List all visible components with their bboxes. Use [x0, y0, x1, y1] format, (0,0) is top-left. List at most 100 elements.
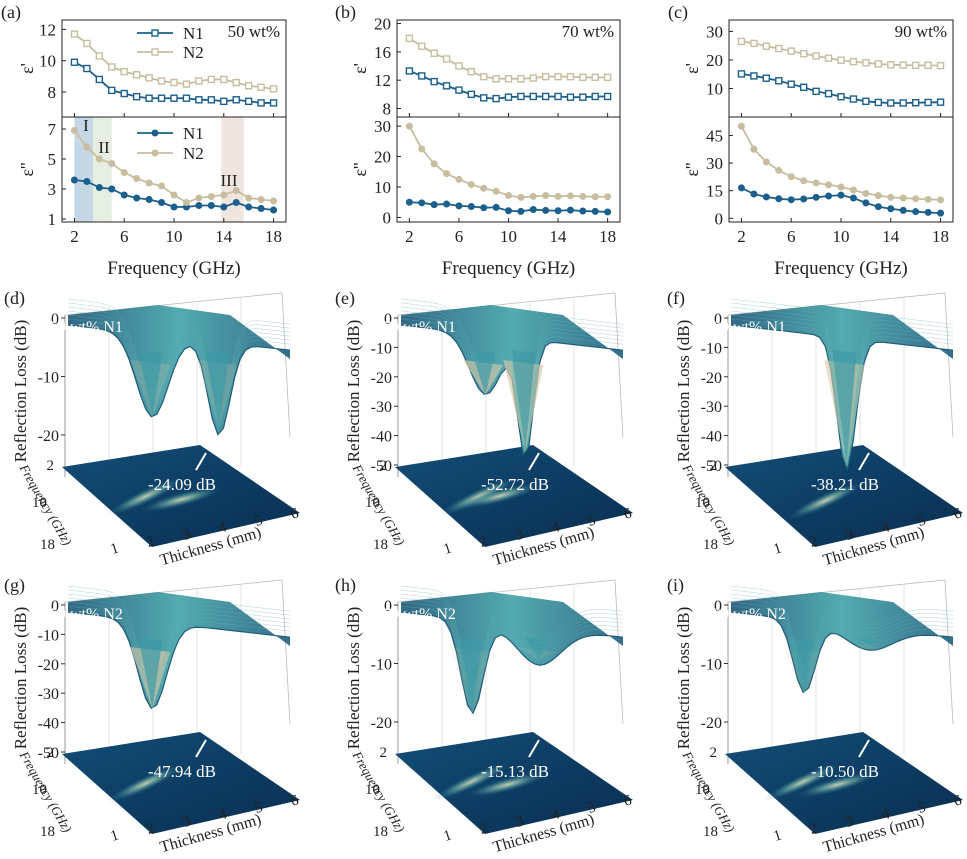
surface-mesh-line — [67, 318, 291, 430]
surface-mesh-line — [400, 605, 624, 708]
rl-surface-front-edge — [730, 611, 954, 694]
min-rl-label: -10.50 dB — [811, 762, 879, 781]
x-tick-label: 18 — [599, 227, 616, 246]
x-tick-label: 6 — [455, 227, 464, 246]
thickness-tick-label: 1 — [109, 540, 121, 558]
y-tick-label: 8 — [383, 100, 392, 119]
y-tick-label: 3 — [48, 180, 57, 199]
z-tick-label: -20 — [701, 715, 722, 732]
surface-mesh-line — [67, 589, 291, 687]
permittivity-panel-1: 8 12 16 20 ε' 0 10 20 30 ε'' 2 6 10 14 18 Frequency (GH… — [335, 2, 621, 279]
data-point — [443, 200, 451, 208]
y-tick-label: 10 — [39, 52, 56, 71]
data-point — [887, 205, 895, 213]
z-tick-label: -10 — [38, 627, 59, 644]
data-point — [874, 191, 882, 199]
data-point — [924, 195, 932, 203]
y-tick-label: 12 — [374, 71, 391, 90]
legend-label: N2 — [183, 43, 204, 62]
data-point — [899, 99, 907, 107]
z-tick-label: -20 — [371, 715, 392, 732]
region-label: I — [83, 116, 89, 135]
projection-glow — [787, 481, 864, 520]
thickness-tick-label: 1 — [772, 540, 784, 558]
data-point — [467, 67, 476, 76]
data-point — [504, 75, 513, 83]
data-point — [849, 194, 857, 202]
surface-mesh-line — [730, 601, 954, 683]
data-point — [837, 93, 845, 101]
data-point — [862, 59, 870, 67]
data-point — [220, 97, 228, 106]
data-point — [762, 74, 771, 82]
data-point — [232, 78, 240, 87]
panel-label: (f) — [667, 288, 685, 309]
data-point — [800, 177, 808, 185]
z-tick-label: -20 — [38, 428, 59, 445]
thickness-tick-label: 6 — [952, 505, 965, 523]
rl-valley — [846, 644, 887, 652]
data-point — [775, 195, 783, 203]
data-point — [182, 199, 190, 206]
frequency-tick-label: 10 — [32, 495, 47, 511]
data-point — [517, 193, 525, 201]
y-tick-label: 7 — [48, 120, 57, 139]
surface-mesh-line — [67, 302, 291, 414]
surface-panel-2: (f) 0 -10 -20 -30 -40 -50 Reflection Loss (dB) 9… — [667, 288, 964, 569]
surface-panel-0: (d) 0 -10 -20 Reflection Loss (dB) 50 wt% N1 -… — [4, 288, 301, 569]
data-point — [750, 39, 758, 48]
x-axis-label: Frequency (GHz) — [774, 258, 907, 279]
surface-mesh-line — [400, 593, 624, 696]
data-point — [120, 191, 128, 199]
legend-label: N1 — [183, 24, 204, 43]
data-point — [182, 80, 191, 88]
y-tick-label: 45 — [706, 126, 723, 145]
data-point — [418, 145, 426, 153]
region-label: III — [221, 171, 238, 190]
surface-mesh-line — [730, 310, 954, 457]
data-point — [170, 78, 178, 87]
frequency-tick-label: 2 — [380, 458, 388, 474]
y-tick-label: 8 — [48, 83, 57, 102]
min-rl-label: -15.13 dB — [481, 762, 549, 781]
data-point — [591, 193, 599, 201]
data-point — [937, 196, 945, 204]
data-point — [257, 205, 265, 212]
min-rl-label: -47.94 dB — [148, 762, 216, 781]
surface-mesh-line — [730, 302, 954, 449]
z-tick-label: -40 — [38, 716, 59, 733]
data-point — [775, 77, 783, 85]
projection-map — [62, 732, 300, 834]
data-point — [775, 44, 783, 53]
rl-valley-core — [471, 350, 496, 395]
surface-mesh-line — [400, 310, 624, 442]
frequency-tick-label: 10 — [32, 782, 47, 798]
z-tick-label: -40 — [701, 429, 722, 446]
data-point — [554, 72, 562, 81]
data-point — [195, 202, 203, 209]
surface-mesh-line — [400, 601, 624, 704]
data-point — [232, 187, 240, 194]
data-point — [108, 63, 116, 71]
frequency-tick-label: 18 — [40, 824, 55, 840]
y-tick-label: 20 — [706, 51, 723, 70]
z-tick-label: -50 — [371, 458, 392, 475]
thickness-tick-label: 6 — [289, 505, 302, 523]
y-tick-label: 30 — [706, 22, 723, 41]
data-point — [405, 122, 413, 130]
sample-label: 70 wt% N2 — [383, 606, 456, 623]
concentration-label: 90 wt% — [895, 22, 947, 41]
z-tick-label: 0 — [714, 598, 722, 615]
data-point — [812, 193, 820, 201]
data-point — [800, 195, 808, 203]
y-tick-label: 10 — [706, 79, 723, 98]
data-point — [195, 194, 203, 202]
panel-label: (a) — [1, 2, 21, 23]
data-point — [244, 97, 253, 106]
data-point — [145, 74, 153, 82]
x-tick-label: 18 — [265, 227, 282, 246]
y-axis-label: ε' — [682, 63, 702, 74]
data-point — [579, 207, 587, 215]
data-point — [157, 77, 166, 85]
data-point — [837, 183, 845, 191]
